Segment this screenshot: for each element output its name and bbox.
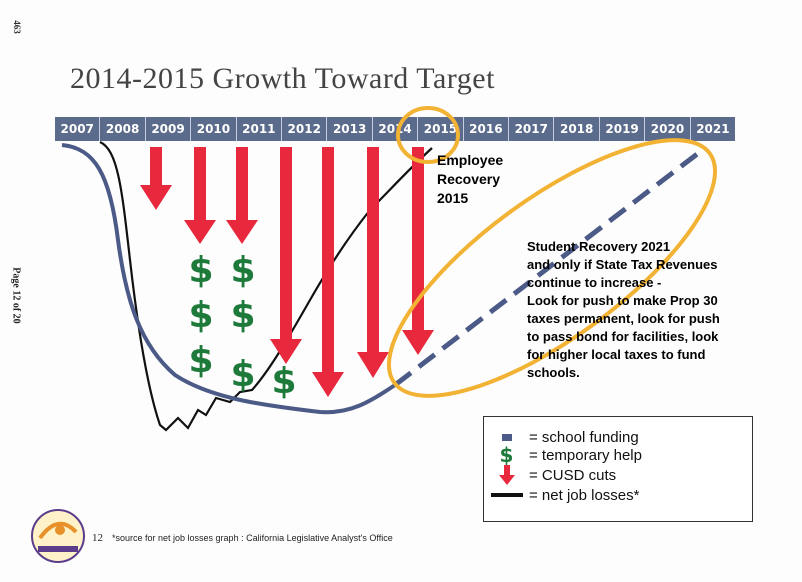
school-funding-line (61, 143, 397, 415)
legend-row-temp-help: $ = temporary help (484, 443, 642, 467)
legend-funding-label: = school funding (529, 428, 639, 446)
dollar-2010-2: $ (188, 295, 213, 336)
cut-arrow-2013 (312, 147, 344, 397)
year-2013: 2013 (327, 117, 373, 141)
year-2007: 2007 (55, 117, 101, 141)
cut-arrow-2010 (184, 147, 216, 244)
dollar-2010-1: $ (188, 250, 213, 291)
legend-row-funding: = school funding (484, 427, 639, 447)
district-logo (31, 509, 85, 563)
dollar-2011-3: $ (230, 354, 255, 395)
dollar-2012-1: $ (271, 361, 296, 402)
year-2016: 2016 (464, 117, 510, 141)
cut-arrow-2015 (402, 147, 434, 355)
student-note-line-8: schools. (527, 365, 580, 380)
dollar-2011-2: $ (230, 295, 255, 336)
year-2021: 2021 (696, 122, 730, 136)
student-recovery-ring (386, 138, 718, 398)
dollar-2010-3: $ (188, 340, 213, 381)
legend-row-job-losses: = net job losses* (484, 485, 640, 505)
legend-job-losses-label: = net job losses* (529, 486, 640, 504)
legend-cuts-label: = CUSD cuts (529, 466, 617, 484)
cut-arrow-2014 (357, 147, 389, 378)
year-2009: 2009 (146, 117, 192, 141)
slide-title: 2014-2015 Growth Toward Target (70, 62, 495, 95)
year-timeline-bar: 2007 2008 2009 2010 2011 2012 2013 2014 … (55, 117, 735, 141)
year-2008: 2008 (100, 117, 146, 141)
funding-swatch-icon (501, 433, 512, 441)
year-2020: 2020 (645, 117, 691, 141)
dollar-2011-1: $ (230, 250, 255, 291)
legend-temp-help-label: = temporary help (529, 446, 642, 464)
cut-arrow-2012 (270, 147, 302, 364)
year-2019: 2019 (600, 117, 646, 141)
student-note-line-2: and only if State Tax Revenues (527, 257, 718, 272)
student-note-line-1: Student Recovery 2021 (527, 239, 671, 254)
student-note-line-5: taxes permanent, look for push (527, 311, 720, 326)
year-2015: 2015 (418, 117, 464, 141)
year-2011: 2011 (237, 117, 283, 141)
student-recovery-note: Student Recovery 2021 and only if State … (527, 238, 797, 382)
employee-recovery-note: Employee Recovery 2015 (437, 151, 547, 208)
employee-recovery-line-3: 2015 (437, 190, 469, 206)
student-note-line-4: Look for push to make Prop 30 (527, 293, 718, 308)
year-2014: 2014 (373, 117, 419, 141)
source-note: *source for net job losses graph : Calif… (112, 533, 393, 543)
year-2012: 2012 (282, 117, 328, 141)
year-2010: 2010 (191, 117, 237, 141)
down-arrow-icon (498, 465, 515, 485)
dollar-icon: $ (499, 443, 514, 467)
year-2018: 2018 (554, 117, 600, 141)
cut-arrow-2011 (226, 147, 258, 244)
school-funding-projection (393, 146, 707, 387)
slide-number: 12 (92, 532, 103, 544)
student-note-line-7: for higher local taxes to fund (527, 347, 706, 362)
chart-legend: = school funding $ = temporary help = CU… (483, 416, 753, 522)
student-note-line-6: to pass bond for facilities, look (527, 329, 719, 344)
employee-recovery-ring (396, 106, 460, 164)
cut-arrow-2009 (140, 147, 172, 210)
employee-recovery-line-1: Employee (437, 152, 504, 168)
employee-recovery-line-2: Recovery (437, 171, 501, 187)
student-note-line-3: continue to increase - (527, 275, 662, 290)
job-losses-line-icon (490, 493, 523, 497)
year-2017: 2017 (509, 117, 555, 141)
legend-row-cuts: = CUSD cuts (484, 465, 616, 485)
